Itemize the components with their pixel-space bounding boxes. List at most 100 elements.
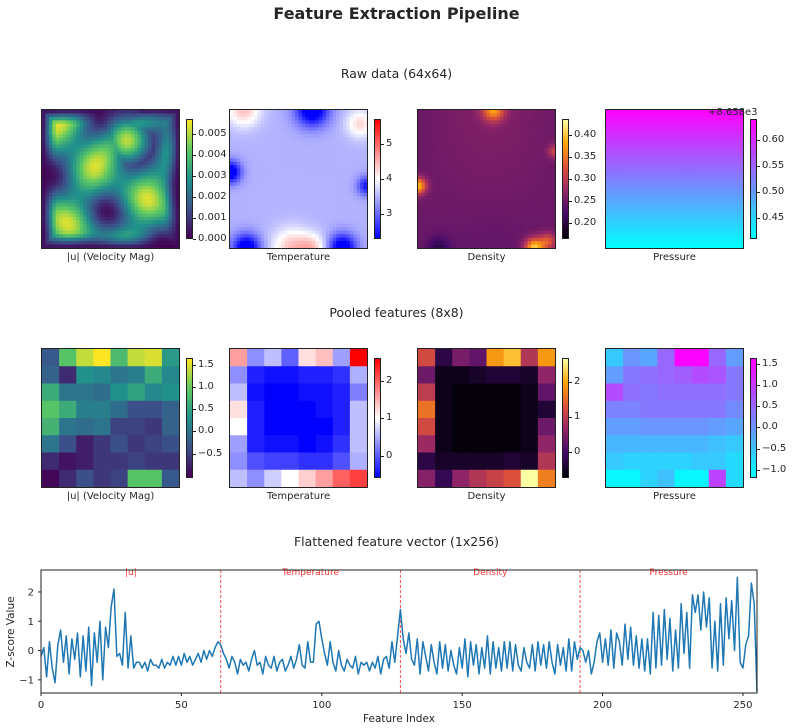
heatmap-cell <box>349 172 354 176</box>
heatmap-cell <box>257 110 262 114</box>
heatmap-cell <box>503 213 508 218</box>
heatmap-cell <box>445 137 450 142</box>
heatmap-cell <box>148 175 153 180</box>
heatmap-cell <box>137 127 142 132</box>
heatmap-cell <box>250 237 255 242</box>
heatmap-cell <box>144 220 149 225</box>
heatmap-cell <box>520 116 525 121</box>
heatmap-cell <box>339 168 344 173</box>
heatmap-cell <box>288 147 293 152</box>
heatmap-cell <box>465 182 470 187</box>
heatmap-cell <box>489 144 494 149</box>
heatmap-cell <box>247 134 251 139</box>
heatmap-cell <box>531 220 535 225</box>
heatmap-cell <box>438 161 443 166</box>
heatmap-cell <box>264 175 269 180</box>
heatmap-cell <box>479 206 484 211</box>
heatmap-cell <box>45 113 50 118</box>
heatmap-cell <box>524 141 529 145</box>
heatmap-cell <box>117 234 122 239</box>
heatmap-cell <box>291 110 296 114</box>
heatmap-cell <box>298 227 303 232</box>
heatmap-cell <box>308 161 313 166</box>
heatmap-cell <box>319 244 323 248</box>
heatmap-cell <box>69 199 74 204</box>
heatmap-cell <box>483 237 487 242</box>
heatmap-cell <box>161 237 166 242</box>
heatmap-cell <box>319 158 323 163</box>
heatmap-cell <box>503 210 508 214</box>
heatmap-cell <box>486 227 491 232</box>
heatmap-cell <box>93 147 98 152</box>
heatmap-cell <box>267 130 272 135</box>
heatmap-cell <box>349 175 354 180</box>
heatmap-cell <box>424 154 429 159</box>
heatmap-cell <box>510 203 515 208</box>
heatmap-cell <box>93 130 98 135</box>
heatmap-cell <box>100 182 105 187</box>
heatmap-cell <box>332 230 337 235</box>
heatmap-cell <box>86 179 91 183</box>
heatmap-cell <box>93 123 98 128</box>
heatmap-cell <box>486 241 491 245</box>
heatmap-cell <box>301 213 306 218</box>
heatmap-cell <box>329 185 334 190</box>
heatmap-cell <box>472 116 477 121</box>
heatmap-cell <box>59 147 63 152</box>
heatmap-cell <box>86 241 91 245</box>
heatmap-cell <box>141 199 146 204</box>
heatmap-cell <box>507 141 511 145</box>
heatmap-cell <box>483 168 487 173</box>
heatmap-cell <box>479 130 484 135</box>
heatmap-cell <box>469 137 474 142</box>
heatmap-cell <box>459 234 463 239</box>
heatmap-cell <box>48 127 53 132</box>
heatmap-cell <box>308 192 313 197</box>
heatmap-cell <box>301 179 306 183</box>
heatmap-cell <box>62 123 67 128</box>
heatmap-cell <box>168 137 173 142</box>
heatmap-cell <box>120 165 125 170</box>
heatmap-cell <box>496 134 501 139</box>
heatmap-cell <box>233 237 238 242</box>
heatmap-cell <box>274 110 279 114</box>
heatmap-cell <box>691 113 696 118</box>
heatmap-cell <box>496 168 501 173</box>
heatmap-cell <box>172 196 176 201</box>
heatmap-cell <box>103 234 108 239</box>
heatmap-cell <box>431 203 436 208</box>
heatmap-cell <box>551 113 555 118</box>
heatmap-cell <box>496 234 501 239</box>
heatmap-cell <box>277 165 282 170</box>
heatmap-cell <box>277 234 282 239</box>
heatmap-cell <box>148 120 153 125</box>
heatmap-cell <box>513 165 518 170</box>
heatmap-cell <box>500 182 505 187</box>
heatmap-cell <box>277 123 282 128</box>
heatmap-cell <box>165 206 170 211</box>
heatmap-cell <box>496 196 501 201</box>
heatmap-cell <box>236 172 241 176</box>
heatmap-cell <box>455 185 460 190</box>
heatmap-cell <box>76 116 81 121</box>
heatmap-cell <box>72 161 77 166</box>
heatmap-cell <box>360 234 364 239</box>
heatmap-cell <box>172 120 176 125</box>
heatmap-cell <box>76 110 81 114</box>
heatmap-cell <box>175 227 179 232</box>
heatmap-cell <box>107 199 111 204</box>
heatmap-cell <box>322 185 327 190</box>
heatmap-cell <box>418 147 422 152</box>
heatmap-cell <box>438 147 443 152</box>
heatmap-cell <box>284 158 289 163</box>
heatmap-cell <box>305 141 310 145</box>
heatmap-cell <box>59 179 63 183</box>
heatmap-cell <box>438 220 443 225</box>
heatmap-cell <box>507 130 511 135</box>
heatmap-cell <box>496 216 501 221</box>
heatmap-cell <box>527 147 532 152</box>
heatmap-cell <box>131 158 135 163</box>
heatmap-cell <box>445 120 450 125</box>
heatmap-cell <box>476 165 481 170</box>
heatmap-cell <box>339 137 344 142</box>
